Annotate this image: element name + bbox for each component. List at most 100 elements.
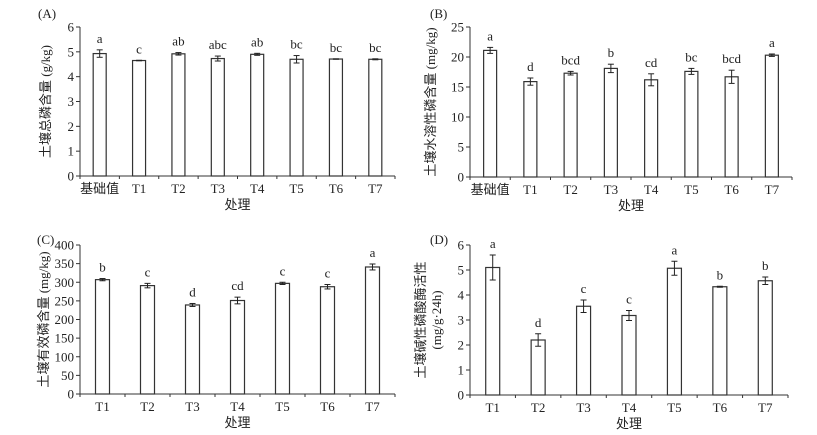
bar-T1 (485, 266, 501, 396)
significance-label: c (145, 264, 151, 279)
significance-label: a (97, 31, 103, 46)
y-tick-label: 5 (458, 263, 465, 278)
significance-label: cd (231, 278, 244, 293)
panel-a: (A) 0 1 2 3 4 5 6 a 基础值 c T1 ab T2 abc T3 ab T4 bc T5 bc T6 bc… (38, 6, 396, 212)
bar-T4 (644, 79, 659, 178)
y-tick-label: 15 (451, 80, 464, 95)
x-tick-label: T5 (684, 182, 698, 197)
bar-T6 (724, 76, 739, 178)
significance-label: bcd (722, 51, 741, 66)
panel-b: (B) 0 5 10 15 20 25 a 基础值 d T1 bcd T2 b T3 cd T4 bc T5 bcd T… (423, 6, 793, 213)
x-tick-label: T3 (576, 400, 590, 415)
bar-T4 (229, 299, 246, 395)
panel-label: (D) (430, 232, 448, 247)
bar-T7 (368, 58, 383, 177)
bar-T1 (94, 279, 111, 395)
significance-label: bcd (561, 52, 580, 67)
x-axis-title: 处理 (224, 415, 250, 430)
significance-label: a (490, 236, 496, 251)
y-tick-label: 100 (55, 349, 75, 364)
x-axis-title: 处理 (224, 197, 250, 212)
panel-d: (D) 0 1 2 3 4 5 6 a T1 d T2 c T3 c T4 a T5 b T6 b T7 处理 土壤碱性磷酸酶… (413, 232, 789, 431)
x-tick-label: T7 (365, 399, 380, 414)
x-tick-label: T6 (320, 399, 335, 414)
significance-label: c (626, 292, 632, 307)
x-axis-title: 处理 (616, 416, 642, 431)
significance-label: b (99, 260, 106, 275)
significance-label: a (487, 28, 493, 43)
significance-label: ab (251, 34, 263, 49)
x-tick-label: T6 (713, 400, 728, 415)
significance-label: ab (172, 34, 184, 49)
x-tick-label: T2 (531, 400, 545, 415)
y-tick-label: 200 (55, 312, 75, 327)
significance-label: a (769, 35, 775, 50)
y-axis-title: 土壤水溶性磷含量 (mg/kg) (423, 27, 438, 176)
panel-label: (C) (37, 232, 54, 247)
y-axis-title: 土壤碱性磷酸酶活性 (413, 261, 428, 378)
x-tick-label: T3 (604, 182, 618, 197)
y-tick-label: 2 (68, 119, 75, 134)
bar-基础值 (92, 52, 107, 177)
bar-T1 (131, 59, 147, 177)
bar-T5 (274, 282, 291, 395)
y-tick-label: 0 (68, 387, 75, 402)
bar-T3 (575, 305, 592, 396)
y-tick-label: 10 (451, 110, 464, 125)
y-axis-title-unit: (mg/g·24h) (429, 290, 444, 349)
bar-基础值 (483, 49, 498, 178)
x-tick-label: T5 (289, 181, 303, 196)
significance-label: d (189, 284, 196, 299)
y-tick-label: 3 (68, 94, 75, 109)
y-tick-label: 0 (458, 388, 465, 403)
x-tick-label: T4 (230, 399, 245, 414)
panel-label: (A) (38, 6, 56, 21)
significance-label: cd (645, 55, 658, 70)
significance-label: c (325, 265, 331, 280)
y-tick-label: 6 (68, 20, 75, 35)
significance-label: abc (209, 37, 227, 52)
y-axis-title: 土壤总磷含量 (g/kg) (38, 45, 53, 158)
bar-T5 (666, 267, 683, 396)
x-tick-label: T4 (644, 182, 659, 197)
bar-T4 (250, 53, 265, 177)
panel-c: (C) 0 50 100 150 200 250 300 350 400 b T1 c T2 d T3 cd T4… (36, 232, 396, 430)
bar-T2 (530, 339, 546, 396)
significance-label: bc (330, 40, 343, 55)
panel-label: (B) (430, 6, 447, 21)
x-tick-label: T1 (95, 399, 109, 414)
y-tick-label: 6 (458, 238, 465, 253)
significance-label: a (672, 242, 678, 257)
y-tick-label: 4 (458, 288, 465, 303)
bar-T7 (764, 54, 779, 178)
significance-label: bc (369, 40, 382, 55)
y-tick-label: 4 (68, 69, 75, 84)
x-tick-label: T7 (758, 400, 773, 415)
x-tick-label: T4 (622, 400, 637, 415)
x-tick-label: T2 (171, 181, 185, 196)
significance-label: c (136, 41, 142, 56)
bar-T2 (139, 285, 156, 395)
x-tick-label: T4 (250, 181, 265, 196)
y-tick-label: 25 (451, 20, 464, 35)
bar-T4 (621, 314, 637, 396)
x-tick-label: T1 (523, 182, 537, 197)
bar-T2 (563, 72, 578, 178)
y-axis-title: 土壤有效磷含量 (mg/kg) (36, 251, 51, 387)
bar-T5 (289, 58, 304, 177)
bar-T6 (319, 286, 336, 395)
x-tick-label: T5 (667, 400, 681, 415)
x-tick-label: T2 (563, 182, 577, 197)
bar-T3 (184, 304, 201, 395)
y-tick-label: 150 (55, 331, 75, 346)
y-tick-label: 0 (458, 170, 465, 185)
bar-T2 (171, 53, 186, 177)
x-tick-label: T2 (140, 399, 154, 414)
significance-label: b (762, 258, 769, 273)
significance-label: d (535, 315, 542, 330)
significance-label: b (608, 45, 615, 60)
y-tick-label: 5 (68, 44, 75, 59)
significance-label: bc (685, 49, 698, 64)
bar-T7 (364, 266, 381, 395)
